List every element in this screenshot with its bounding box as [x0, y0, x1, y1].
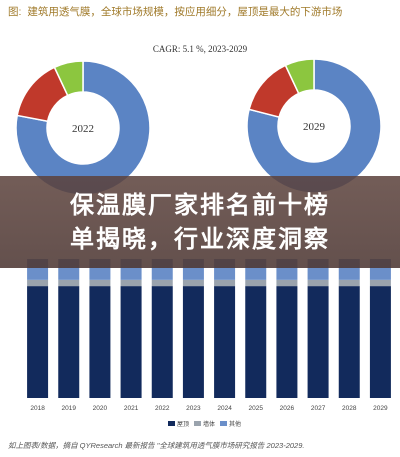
x-tick-label-2024: 2024	[217, 405, 232, 412]
bar-2020-屋顶	[89, 286, 111, 398]
bar-2019-墙体	[58, 279, 80, 287]
figure-label: 图:	[8, 6, 22, 18]
bar-2024-屋顶	[214, 286, 236, 398]
bar-2019-屋顶	[58, 286, 80, 398]
figure-title: 图: 建筑用透气膜，全球市场规模，按应用细分，屋顶是最大的下游市场	[8, 4, 392, 20]
bar-2026-屋顶	[276, 286, 298, 398]
bar-2021-墙体	[120, 279, 142, 287]
donut-0-slice-2	[53, 60, 84, 97]
donut-0-center-label: 2022	[72, 123, 94, 135]
x-tick-label-2025: 2025	[249, 405, 264, 412]
bar-2025-屋顶	[245, 286, 267, 398]
x-tick-label-2020: 2020	[93, 405, 108, 412]
bar-2028-屋顶	[338, 286, 360, 398]
bar-2029-墙体	[369, 279, 391, 287]
source-note: 如上图表/数据，摘自 QYResearch 最新报告 "全球建筑用透气膜市场研究…	[8, 441, 305, 450]
bar-2023-屋顶	[182, 286, 204, 398]
bar-2027-墙体	[307, 279, 329, 287]
legend-label-1: 墙体	[203, 420, 215, 428]
x-tick-label-2023: 2023	[186, 405, 201, 412]
cagr-label: CAGR: 5.1 %, 2023-2029	[152, 44, 248, 54]
bar-2018-墙体	[27, 279, 49, 287]
x-tick-label-2022: 2022	[155, 405, 170, 412]
banner-line-1: 保温膜厂家排名前十榜	[70, 191, 330, 219]
x-tick-label-2028: 2028	[342, 405, 357, 412]
legend-label-0: 屋顶	[177, 421, 189, 428]
bar-2021-屋顶	[120, 286, 142, 398]
overlay-banner: 保温膜厂家排名前十榜 单揭晓，行业深度洞察	[0, 176, 400, 268]
x-tick-label-2018: 2018	[30, 405, 45, 412]
bar-2018-屋顶	[27, 286, 49, 398]
bar-2027-屋顶	[307, 286, 329, 398]
bar-2028-墙体	[338, 279, 360, 287]
legend-swatch-0	[168, 421, 175, 426]
x-tick-label-2026: 2026	[280, 405, 295, 412]
bar-2020-墙体	[89, 279, 111, 287]
donut-1-slice-0	[246, 58, 382, 194]
legend-swatch-1	[194, 421, 201, 426]
legend-swatch-2	[220, 421, 227, 426]
legend-label-2: 其他	[229, 420, 241, 428]
bar-2024-墙体	[214, 279, 236, 287]
x-tick-label-2027: 2027	[311, 405, 326, 412]
donut-1-slice-2	[284, 58, 315, 95]
x-tick-label-2021: 2021	[124, 405, 139, 412]
figure-title-text: 建筑用透气膜，全球市场规模，按应用细分，屋顶是最大的下游市场	[27, 6, 343, 18]
bar-2022-墙体	[151, 279, 173, 287]
bar-2029-屋顶	[369, 286, 391, 398]
bar-2023-墙体	[182, 279, 204, 287]
x-tick-label-2019: 2019	[62, 405, 77, 412]
donut-0-slice-0	[15, 60, 151, 196]
bar-2022-屋顶	[151, 286, 173, 398]
bar-2025-墙体	[245, 279, 267, 287]
banner-text: 保温膜厂家排名前十榜 单揭晓，行业深度洞察	[0, 176, 400, 268]
donut-1-center-label: 2029	[303, 121, 326, 133]
bar-2026-墙体	[276, 279, 298, 287]
banner-line-2: 单揭晓，行业深度洞察	[70, 225, 330, 253]
x-tick-label-2029: 2029	[373, 405, 388, 412]
